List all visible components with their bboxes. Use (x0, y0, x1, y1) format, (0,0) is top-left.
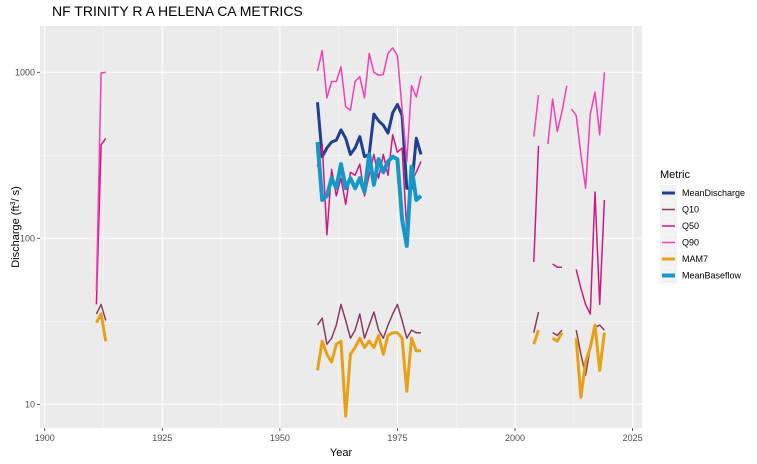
legend-label-Q10: Q10 (682, 205, 699, 215)
x-tick-label: 2025 (623, 433, 643, 443)
x-tick-label: 1975 (387, 433, 407, 443)
series-line-MAM7 (574, 323, 606, 399)
series-line-MAM7 (316, 331, 421, 418)
series-MeanBaseflow (315, 141, 423, 248)
series-line-MeanBaseflow (315, 141, 423, 248)
legend-label-MAM7: MAM7 (682, 254, 708, 264)
series-line-Q90 (316, 47, 422, 163)
series-line-Q10 (533, 311, 540, 333)
series-line-Q50 (533, 145, 540, 263)
series-line-MAM7 (551, 331, 564, 343)
chart-title: NF TRINITY R A HELENA CA METRICS (52, 3, 303, 19)
series-line-Q10 (95, 303, 107, 321)
series-line-Q90 (95, 71, 106, 292)
x-tick-label: 1900 (35, 433, 55, 443)
legend: Metric MeanDischarge Q10 Q50 Q90 MAM7 MeanBas… (660, 169, 745, 284)
x-tick-label: 1950 (270, 433, 290, 443)
series-MAM7 (95, 312, 606, 418)
y-axis-label-main: Discharge (ft (10, 205, 22, 267)
series-line-MAM7 (95, 312, 108, 342)
series-line-Q50 (575, 191, 606, 315)
y-tick-label: 100 (20, 233, 35, 243)
x-axis: 1900 1925 1950 1975 2000 2025 (35, 428, 643, 443)
y-axis: 10 100 1000 (15, 67, 40, 409)
series-line-Q10 (316, 303, 421, 346)
series-line-Q10 (552, 329, 563, 337)
y-tick-label: 1000 (15, 67, 35, 77)
legend-title: Metric (660, 169, 690, 181)
y-axis-label: Discharge (ft3/ s) (10, 186, 22, 268)
plot-panel (40, 26, 642, 428)
series-line-MAM7 (532, 329, 540, 345)
series-lines (95, 47, 606, 418)
series-line-Q90 (570, 72, 606, 190)
series-Q90 (95, 47, 606, 292)
series-line-Q90 (547, 85, 568, 145)
x-axis-label: Year (330, 447, 353, 459)
legend-label-Q50: Q50 (682, 221, 699, 231)
x-tick-label: 1925 (152, 433, 172, 443)
gridlines (40, 26, 642, 428)
y-tick-label: 10 (25, 399, 35, 409)
y-axis-label-superscript: 3 (10, 201, 17, 205)
legend-label-MeanBaseflow: MeanBaseflow (682, 271, 742, 281)
y-axis-label-unit: / s) (10, 186, 22, 201)
series-line-Q50 (552, 263, 562, 268)
legend-label-MeanDischarge: MeanDischarge (682, 188, 745, 198)
series-line-Q90 (533, 94, 540, 137)
x-tick-label: 2000 (505, 433, 525, 443)
legend-label-Q90: Q90 (682, 238, 699, 248)
